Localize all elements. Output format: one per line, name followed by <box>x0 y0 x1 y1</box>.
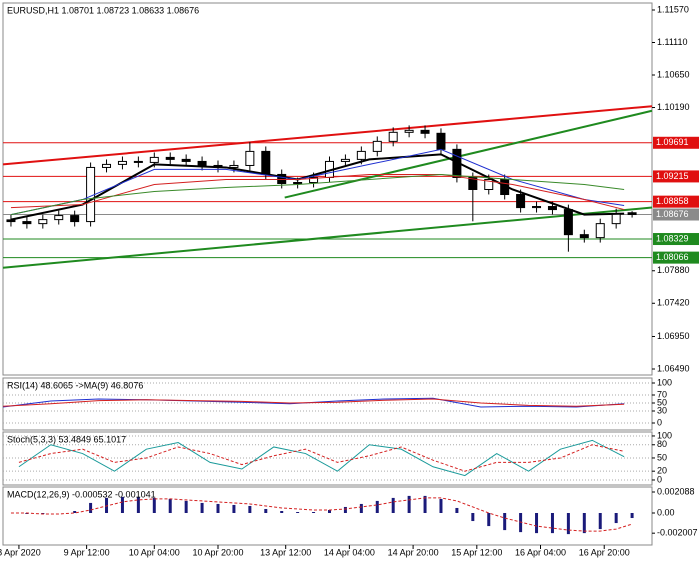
y-tick-label: -0.002007 <box>657 528 698 538</box>
candle-body <box>197 160 207 166</box>
level-label-box <box>653 208 699 221</box>
y-tick-label: 0 <box>657 417 662 427</box>
panel-title: Stoch(5,3,3) 53.4849 65.1017 <box>7 434 126 444</box>
level-label-box <box>653 195 699 208</box>
trend-line <box>284 109 653 199</box>
candle-body <box>484 178 494 190</box>
candle-body <box>547 206 557 211</box>
candle-body <box>516 194 526 209</box>
y-tick-label: 1.06950 <box>657 331 690 341</box>
level-label-box <box>653 233 699 246</box>
y-tick-label: 1.07880 <box>657 265 690 275</box>
y-tick-label: 1.11110 <box>657 37 688 47</box>
candle-body <box>22 221 32 225</box>
y-tick-label: 20 <box>657 466 667 476</box>
x-tick-label: 15 Apr 12:00 <box>451 547 502 557</box>
x-tick-label: 8 Apr 2020 <box>0 547 41 557</box>
candle-body <box>436 132 446 150</box>
level-label-box <box>653 136 699 149</box>
y-tick-label: 1.10190 <box>657 102 690 112</box>
y-tick-label: 1.11570 <box>657 4 689 14</box>
candle-body <box>181 158 191 162</box>
candle-body <box>611 213 621 225</box>
candle-body <box>165 156 175 160</box>
panel-frame <box>2 431 653 486</box>
x-tick-label: 14 Apr 20:00 <box>388 547 439 557</box>
candle-body <box>293 181 303 184</box>
trend-line <box>2 206 653 269</box>
x-tick-label: 14 Apr 04:00 <box>324 547 375 557</box>
y-tick-label: 50 <box>657 452 667 462</box>
series-line <box>10 148 625 216</box>
x-tick-label: 10 Apr 20:00 <box>192 547 243 557</box>
y-tick-label: 50 <box>657 397 667 407</box>
candle-body <box>563 209 573 236</box>
x-tick-label: 16 Apr 20:00 <box>579 547 630 557</box>
level-label-box <box>653 170 699 183</box>
x-tick-label: 10 Apr 04:00 <box>129 547 180 557</box>
series-line <box>18 444 625 472</box>
candle-body <box>372 140 382 152</box>
y-tick-label: 100 <box>657 377 672 387</box>
y-tick-label: 1.10650 <box>657 69 690 79</box>
candle-body <box>340 158 350 162</box>
candle-body <box>579 234 589 239</box>
candle-body <box>54 215 64 221</box>
level-label: 1.08329 <box>656 233 689 243</box>
series-line <box>10 497 633 532</box>
series-line <box>2 398 625 407</box>
y-tick-label: 1.07420 <box>657 298 690 308</box>
panel-frame <box>2 377 653 431</box>
candle-body <box>388 131 398 142</box>
candle-body <box>595 223 605 239</box>
panel-title: RSI(14) 48.6065 ->MA(9) 46.8076 <box>7 380 143 390</box>
candle-body <box>6 219 16 223</box>
candle-body <box>309 176 319 183</box>
candle-body <box>627 212 637 216</box>
level-label: 1.09215 <box>656 171 689 181</box>
candle-body <box>102 163 112 168</box>
candle-body <box>70 215 80 223</box>
y-tick-label: 80 <box>657 439 667 449</box>
panel-title: EURUSD,H1 1.08701 1.08723 1.08633 1.0867… <box>7 5 199 15</box>
panel-frame <box>2 486 653 546</box>
y-tick-label: 0.00 <box>657 507 675 517</box>
candle-body <box>38 219 48 225</box>
series-line <box>10 173 625 216</box>
y-tick-label: 0 <box>657 474 662 484</box>
candle-body <box>420 129 430 134</box>
x-tick-label: 13 Apr 12:00 <box>260 547 311 557</box>
candle-body <box>404 129 414 133</box>
x-tick-label: 9 Apr 12:00 <box>64 547 110 557</box>
panel-frame <box>2 2 653 376</box>
level-label: 1.08066 <box>656 252 689 262</box>
candle-body <box>532 206 542 209</box>
candle-body <box>117 160 127 165</box>
candle-body <box>356 150 366 160</box>
level-label: 1.08858 <box>656 196 689 206</box>
level-label-box <box>653 251 699 264</box>
candle-body <box>468 176 478 190</box>
x-tick-label: 16 Apr 04:00 <box>515 547 566 557</box>
candle-body <box>229 164 239 168</box>
candle-body <box>261 150 271 175</box>
series-line <box>10 173 625 211</box>
panel-title: MACD(12,26,9) -0.000532 -0.001041 <box>7 489 156 499</box>
candle-body <box>149 156 159 163</box>
candle-body <box>245 150 255 166</box>
series-line <box>18 439 625 477</box>
y-tick-label: 70 <box>657 389 667 399</box>
y-tick-label: 100 <box>657 430 672 440</box>
y-tick-label: 30 <box>657 405 667 415</box>
y-tick-label: 0.002088 <box>657 486 695 496</box>
level-label: 1.09691 <box>656 137 689 147</box>
y-tick-label: 1.06490 <box>657 363 690 373</box>
candle-body <box>133 160 143 163</box>
trend-line <box>2 105 653 166</box>
level-label: 1.08676 <box>656 209 689 219</box>
